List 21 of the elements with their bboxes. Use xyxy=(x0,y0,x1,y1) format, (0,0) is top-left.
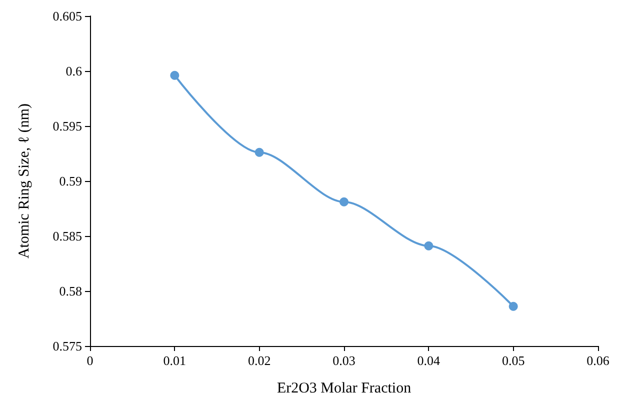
y-tick-label: 0.58 xyxy=(59,284,82,298)
point xyxy=(254,148,264,157)
y-tick-label: 0.595 xyxy=(52,118,82,134)
y-axis-title: Atomic Ring Size, ℓ (nm) xyxy=(16,103,32,259)
x-tick-label: 0.01 xyxy=(163,353,186,368)
point xyxy=(508,302,518,311)
x-tick-label: 0 xyxy=(86,353,94,368)
x-tick-label: 0.03 xyxy=(332,353,356,368)
y-tick-label: 0.585 xyxy=(52,228,82,244)
x-tick-label: 0.04 xyxy=(417,353,441,368)
point xyxy=(340,197,348,206)
y-tick-label: 0.6 xyxy=(66,64,82,78)
x-axis-title: Er2O3 Molar Fraction xyxy=(276,380,412,396)
x-tick-label: 0.06 xyxy=(586,353,610,368)
point xyxy=(424,241,434,250)
y-tick-label: 0.605 xyxy=(52,8,82,24)
x-tick-label: 0.05 xyxy=(502,353,525,368)
x-tick-label: 0.02 xyxy=(248,353,271,368)
y-tick-label: 0.59 xyxy=(59,174,82,188)
y-tick-label: 0.575 xyxy=(52,338,82,354)
point xyxy=(170,70,180,80)
